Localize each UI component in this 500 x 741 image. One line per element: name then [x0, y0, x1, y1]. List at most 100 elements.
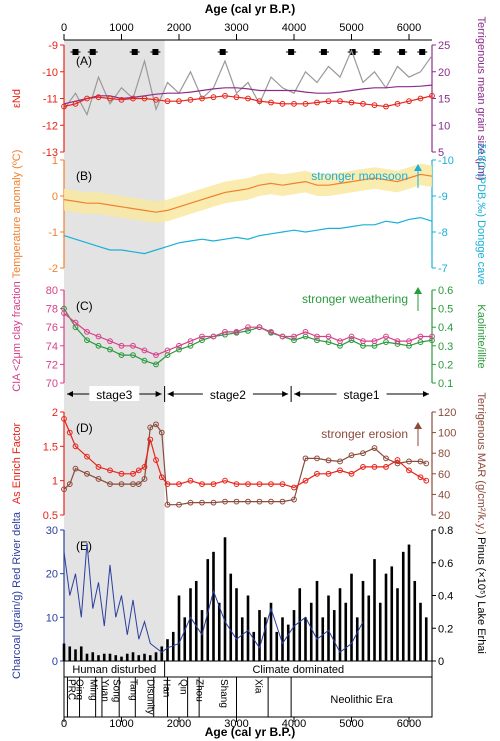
pinus-bar [108, 653, 112, 661]
data-point [222, 92, 228, 99]
data-point [245, 324, 251, 331]
pinus-bar [85, 653, 89, 661]
temperature-uncertainty-band [64, 163, 432, 223]
data-point [417, 333, 424, 340]
series-line-as-enrich-factor [63, 418, 427, 489]
panel-b: 1 0 -1 -2 -10 -9 -8 -7 (B) Temperature anomaly (º… [11, 143, 487, 285]
data-point [268, 498, 274, 505]
data-point [153, 421, 159, 428]
data-point [164, 98, 171, 105]
right-tick-label: 120 [438, 407, 456, 419]
data-point [199, 333, 205, 340]
right-tick-label: 0.6 [438, 285, 453, 297]
pinus-bar [171, 631, 175, 661]
data-point [279, 100, 286, 107]
pinus-bar [292, 610, 296, 661]
pinus-bar [332, 610, 336, 661]
left-tick-label: 76 [46, 322, 58, 334]
data-point [337, 467, 343, 474]
left-tick-label: -9 [48, 40, 58, 52]
panel-d: 2 1.5 1 0.5 120 100 80 60 40 20 (D) As Enrich Facto… [11, 392, 487, 534]
data-point [291, 100, 297, 107]
data-point [256, 481, 263, 488]
data-point [199, 337, 205, 344]
data-point [210, 481, 217, 488]
series-line-kaolinite-illite [63, 308, 433, 366]
pinus-bar [217, 602, 221, 661]
dynasty-label: Song [111, 679, 122, 702]
data-point [325, 457, 332, 464]
data-point [222, 328, 228, 335]
left-tick-label: 72 [46, 359, 58, 371]
pinus-bar [269, 602, 273, 661]
data-point [153, 361, 159, 368]
pinus-bar [91, 652, 95, 661]
pinus-bar [137, 655, 141, 661]
annotation-text: stronger weathering [302, 292, 408, 306]
dynasty-label: Tang [127, 679, 138, 701]
annotation-arrowhead [414, 422, 422, 429]
data-point [429, 92, 435, 99]
top-tick-label: 4000 [282, 22, 306, 34]
data-point [417, 95, 424, 102]
data-point [158, 474, 165, 481]
data-point [394, 338, 401, 345]
data-point [302, 100, 309, 107]
right-axis-title: Kaolinite/illite [475, 304, 487, 368]
data-point [72, 100, 79, 107]
data-point [383, 339, 389, 345]
data-point [256, 498, 263, 505]
left-tick-label: 0.5 [43, 510, 58, 522]
bottom-tick-label: 4000 [282, 718, 306, 730]
data-point [61, 103, 67, 110]
left-tick-label: 80 [46, 285, 58, 297]
data-point [72, 319, 79, 326]
data-point [245, 498, 251, 505]
data-point [222, 477, 228, 484]
data-point [423, 460, 430, 467]
pinus-bar [68, 646, 72, 661]
data-point [61, 415, 67, 422]
data-point [222, 498, 228, 505]
stage-label: stage2 [210, 388, 246, 402]
data-point [360, 450, 366, 457]
data-point [210, 333, 217, 340]
data-point [107, 95, 113, 102]
data-point [107, 346, 113, 353]
data-point [153, 96, 159, 103]
stage-arrowhead [155, 391, 162, 397]
pinus-bar [235, 588, 238, 661]
pinus-bar [298, 588, 302, 661]
data-point [187, 499, 194, 506]
data-point [417, 474, 424, 481]
data-point [337, 98, 343, 105]
dynasty-label: Qing [73, 679, 84, 700]
data-point [383, 103, 389, 110]
left-tick-label: 70 [46, 378, 58, 390]
x-axis-bottom: 0 1000 2000 3000 4000 5000 6000 [61, 716, 432, 730]
data-point [429, 333, 435, 340]
data-point [360, 338, 366, 345]
data-point [164, 501, 171, 508]
pinus-bar [327, 595, 330, 661]
pinus-bar [125, 653, 129, 661]
data-point [383, 333, 389, 340]
pinus-bar [74, 649, 77, 661]
pinus-bar [321, 617, 325, 661]
stage-arrowhead [167, 391, 174, 397]
stage-arrowhead [423, 391, 429, 397]
data-point [417, 458, 424, 465]
data-point [118, 481, 125, 488]
right-axis-title: Terrigenous mean grain size (μm) [475, 16, 487, 180]
data-point [95, 476, 102, 482]
data-point [429, 337, 435, 344]
stage-label-bg [202, 386, 253, 401]
data-point [394, 100, 401, 107]
data-point [371, 102, 378, 109]
bottom-tick-label: 3000 [224, 718, 248, 730]
right-tick-label: 20 [438, 510, 450, 522]
series-line-charcoal [63, 543, 364, 654]
pinus-bar [373, 559, 376, 661]
